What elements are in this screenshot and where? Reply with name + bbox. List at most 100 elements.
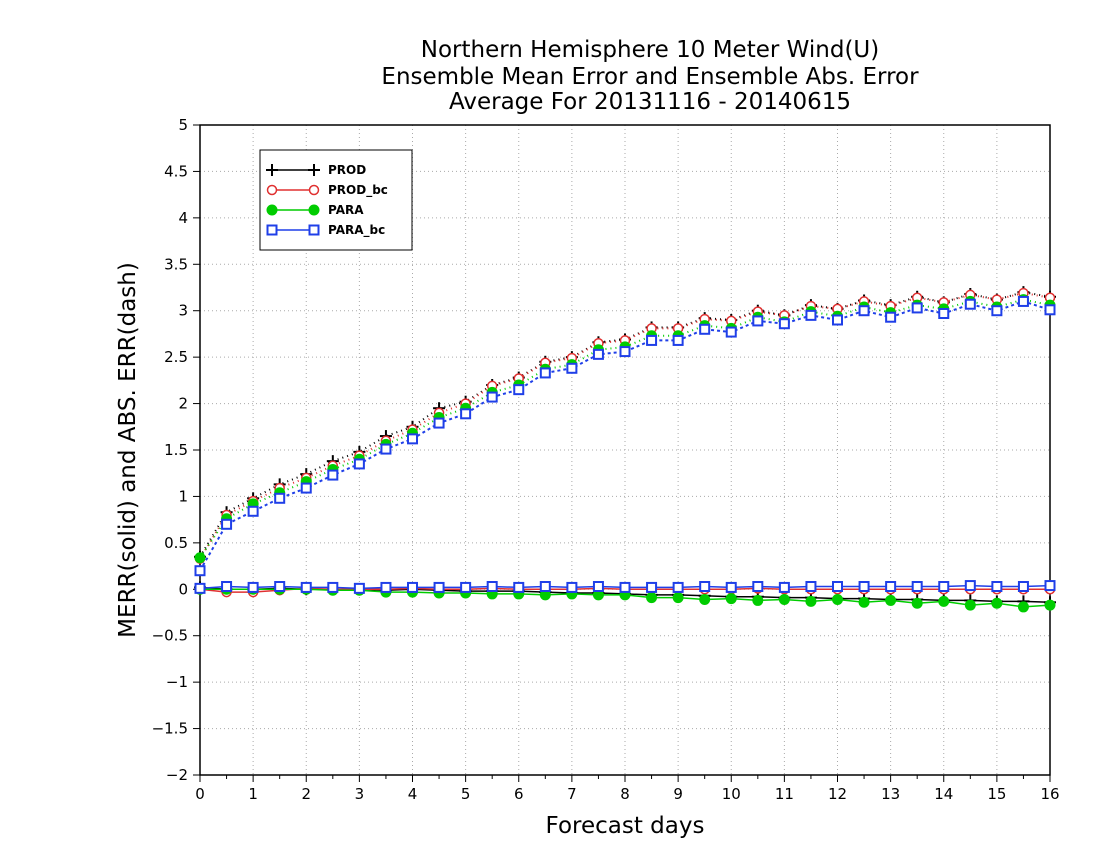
merr-point-para-bc	[672, 581, 684, 593]
abs-err-line-para	[199, 298, 1051, 559]
merr-point-para-bc	[539, 581, 551, 592]
abs-err-point-para-bc	[991, 305, 1003, 317]
chart-subtitle: Ensemble Mean Error and Ensemble Abs. Er…	[381, 64, 919, 90]
legend-label-para-bc: PARA_bc	[328, 223, 385, 238]
x-tick-label: 11	[775, 785, 794, 803]
abs-err-point-para-bc	[380, 443, 392, 455]
chart-date-range: Average For 20131116 - 20140615	[448, 89, 852, 115]
merr-point-para-bc	[592, 581, 604, 592]
legend-box	[259, 149, 413, 251]
y-tick-label: 1.5	[164, 441, 188, 459]
legend-item-prod-bc: PROD_bc	[266, 183, 388, 198]
merr-point-para-bc	[699, 581, 711, 592]
abs-err-point-para-bc	[646, 334, 658, 346]
legend-label-para: PARA	[328, 203, 364, 217]
legend-label-prod-bc: PROD_bc	[328, 183, 388, 198]
abs-err-point-para-bc	[194, 565, 206, 577]
merr-point-para	[991, 597, 1003, 609]
merr-point-para-bc	[460, 581, 472, 593]
merr-point-para-bc	[353, 582, 365, 594]
merr-point-para-bc	[566, 581, 578, 593]
merr-point-para-bc	[991, 581, 1003, 592]
x-tick-label: 1	[248, 785, 258, 803]
chart-title: Northern Hemisphere 10 Meter Wind(U)	[420, 37, 880, 63]
abs-err-point-para-bc	[407, 433, 418, 445]
y-tick-label: −0.5	[152, 627, 188, 645]
y-tick-label: −1	[166, 673, 188, 691]
abs-err-point-para-bc	[300, 482, 312, 494]
axis-ticks: 0 1 2 3 4 5 6 7 8 9 10 11 12 13 14 15 16−2−1.5−1−0.500.5…	[152, 116, 1060, 803]
merr-point-para-bc	[486, 581, 498, 592]
merr-point-para-bc	[513, 581, 525, 593]
y-tick-label: −1.5	[152, 720, 188, 738]
abs-err-point-para-bc	[964, 298, 976, 310]
legend-label-prod: PROD	[328, 163, 366, 177]
y-tick-label: 3.5	[164, 255, 188, 273]
y-tick-label: 4	[178, 209, 188, 227]
abs-err-line-para-bc	[199, 300, 1051, 572]
legend-marker-para-bc	[266, 224, 278, 236]
abs-err-point-para	[194, 552, 206, 564]
merr-point-para-bc	[194, 582, 206, 594]
merr-point-para	[699, 594, 711, 605]
legend-marker-prod-bc	[266, 184, 278, 196]
x-tick-label: 0	[195, 785, 205, 803]
merr-point-para	[725, 593, 737, 605]
legend-marker-para	[308, 204, 320, 216]
y-tick-label: 0	[178, 580, 188, 598]
merr-point-para	[885, 594, 897, 606]
merr-point-para	[832, 594, 843, 605]
abs-err-point-para-bc	[460, 408, 472, 420]
merr-point-para-bc	[725, 581, 737, 593]
abs-err-point-para-bc	[353, 458, 365, 470]
abs-err-point-para-bc	[513, 384, 525, 396]
abs-err-point-para-bc	[1017, 295, 1029, 307]
abs-err-point-para-bc	[274, 492, 286, 504]
x-tick-label: 9	[673, 785, 683, 803]
abs-err-point-para-bc	[1044, 304, 1056, 316]
merr-point-para-bc	[805, 581, 817, 592]
x-tick-label: 6	[514, 785, 524, 803]
abs-err-point-para-bc	[592, 348, 604, 360]
merr-point-para	[672, 592, 684, 604]
legend-marker-prod	[308, 164, 320, 176]
x-tick-label: 14	[934, 785, 953, 803]
merr-point-para-bc	[1017, 581, 1029, 592]
series-para-bc	[194, 295, 1056, 594]
y-tick-label: 5	[178, 116, 188, 134]
abs-err-point-para-bc	[938, 308, 950, 319]
abs-err-point-para-bc	[885, 311, 897, 323]
x-tick-label: 5	[461, 785, 471, 803]
abs-err-point-para-bc	[672, 334, 684, 346]
merr-point-para-bc	[247, 581, 259, 593]
merr-point-para	[858, 596, 870, 608]
abs-err-point-para-bc	[619, 346, 631, 358]
merr-point-para-bc	[274, 581, 286, 592]
merr-point-para-bc	[938, 581, 950, 592]
merr-point-para	[911, 597, 923, 609]
merr-point-para-bc	[646, 581, 658, 593]
y-tick-label: 2.5	[164, 348, 188, 366]
legend-marker-para-bc	[308, 224, 320, 236]
legend-marker-prod	[266, 164, 278, 176]
x-tick-label: 15	[987, 785, 1006, 803]
merr-point-para	[778, 594, 790, 605]
legend: PROD PROD_bc PARA PARA_bc	[259, 149, 413, 251]
merr-point-para-bc	[778, 581, 790, 593]
merr-point-para	[752, 594, 764, 606]
merr-point-para-bc	[885, 581, 897, 592]
merr-point-para-bc	[433, 581, 445, 593]
abs-err-point-para-bc	[858, 305, 870, 317]
y-tick-label: −2	[166, 766, 188, 784]
x-tick-label: 12	[828, 785, 847, 803]
abs-err-point-para-bc	[832, 314, 843, 326]
series-group	[194, 286, 1056, 613]
merr-point-para	[1044, 599, 1056, 611]
legend-marker-prod-bc	[308, 184, 320, 196]
abs-err-point-para-bc	[433, 417, 445, 429]
abs-err-point-para-bc	[566, 362, 578, 374]
merr-point-para-bc	[221, 581, 233, 592]
abs-err-point-para-bc	[221, 518, 233, 530]
merr-point-para-bc	[407, 581, 418, 593]
